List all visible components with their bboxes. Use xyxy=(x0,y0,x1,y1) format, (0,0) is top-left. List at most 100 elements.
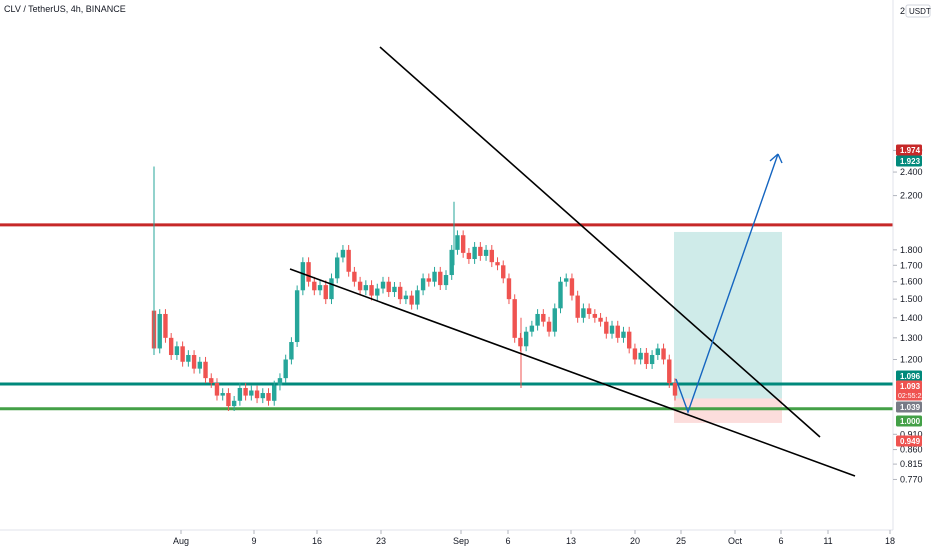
price-tick-label: 1.500 xyxy=(900,294,923,304)
price-tag[interactable] xyxy=(896,435,922,447)
candle xyxy=(329,273,334,305)
candle-body xyxy=(352,271,357,282)
candle xyxy=(380,276,386,294)
candle xyxy=(472,242,477,264)
target-zone[interactable] xyxy=(674,231,782,399)
candle xyxy=(157,309,162,354)
lower-trendline[interactable] xyxy=(289,268,856,477)
currency-badge[interactable] xyxy=(905,4,931,18)
time-tick-label: Sep xyxy=(453,536,469,546)
candle-body xyxy=(375,288,380,296)
candle-body xyxy=(157,313,162,349)
candle xyxy=(357,276,363,296)
candle-body xyxy=(163,313,168,338)
price-tick-label: 1.600 xyxy=(900,277,923,287)
candle-body xyxy=(420,278,426,291)
upper-trendline[interactable] xyxy=(379,46,821,438)
candle-body xyxy=(317,285,323,291)
candle xyxy=(231,395,237,412)
candle-body xyxy=(300,262,306,291)
candle-body xyxy=(340,249,346,258)
candle xyxy=(438,266,443,291)
projection-arrow-line[interactable] xyxy=(675,153,779,415)
candle xyxy=(506,273,512,305)
candle-body xyxy=(478,246,483,256)
time-axis[interactable]: Aug 9 16 23 Sep 6 13 20 25 Oct 6 11 18 xyxy=(173,530,895,546)
candle xyxy=(277,373,283,391)
candle-body xyxy=(409,295,414,305)
chart-title: CLV / TetherUS, 4h, BINANCE xyxy=(4,4,126,14)
candle-body xyxy=(649,355,655,365)
candle xyxy=(312,276,317,296)
candle-body xyxy=(397,286,403,300)
candle-body xyxy=(272,385,277,401)
candle-body xyxy=(667,359,672,384)
candle-body xyxy=(369,285,374,296)
candle-body xyxy=(392,286,397,293)
currency-label: USDT xyxy=(909,7,931,16)
candle xyxy=(586,303,592,319)
candle xyxy=(335,252,340,284)
price-tag[interactable] xyxy=(896,370,922,382)
candle-body xyxy=(541,313,546,322)
candle xyxy=(609,320,615,339)
candle-body xyxy=(558,281,563,309)
candle xyxy=(306,257,311,287)
candle xyxy=(541,309,546,327)
candle xyxy=(415,285,420,310)
price-tag[interactable] xyxy=(896,380,922,401)
candle xyxy=(501,260,506,284)
candle xyxy=(575,290,580,323)
candle xyxy=(420,273,426,296)
price-tag-label: 1.923 xyxy=(900,157,921,166)
candle-body xyxy=(512,299,517,338)
time-tick-label: 23 xyxy=(376,536,386,546)
candle-body xyxy=(535,313,540,326)
candle xyxy=(272,380,277,406)
candle-body xyxy=(592,313,598,318)
candle xyxy=(632,343,638,365)
price-axis[interactable]: 2.6002.4002.2001.8001.7001.6001.5001.400… xyxy=(893,145,923,484)
candle xyxy=(323,280,328,305)
candle xyxy=(466,248,472,264)
price-tag[interactable] xyxy=(896,155,922,167)
candle-body xyxy=(294,290,300,343)
candle-body xyxy=(460,235,466,253)
price-tag[interactable] xyxy=(896,144,922,156)
candle xyxy=(615,320,620,343)
candle xyxy=(626,326,632,354)
candle xyxy=(655,343,661,360)
candle xyxy=(478,242,483,261)
price-tick-label: 2.200 xyxy=(900,191,923,201)
candle-body xyxy=(426,278,432,282)
candle-body xyxy=(432,271,437,282)
candle xyxy=(375,283,380,301)
candle-body xyxy=(346,249,351,272)
candle xyxy=(249,385,254,401)
candles-layer xyxy=(151,166,678,412)
candle xyxy=(667,354,672,388)
candle xyxy=(386,276,391,297)
plot-area[interactable] xyxy=(0,0,893,530)
candle-body xyxy=(621,331,626,338)
candle-body xyxy=(443,275,449,286)
candle xyxy=(604,316,609,339)
candle-body xyxy=(335,257,340,279)
candle xyxy=(649,350,655,369)
stop-zone[interactable] xyxy=(674,398,782,423)
candle xyxy=(163,309,168,343)
price-tag[interactable] xyxy=(896,401,922,413)
candle-body xyxy=(672,383,678,396)
candle-body xyxy=(501,265,506,279)
candle-body xyxy=(546,321,552,332)
candle xyxy=(243,383,248,401)
price-tag[interactable] xyxy=(896,415,922,427)
candle-body xyxy=(168,337,174,356)
candle-body xyxy=(523,331,529,347)
price-tag-label: 1.039 xyxy=(900,403,921,412)
candle xyxy=(661,343,666,365)
candle xyxy=(168,333,174,360)
candle-body xyxy=(323,285,328,300)
